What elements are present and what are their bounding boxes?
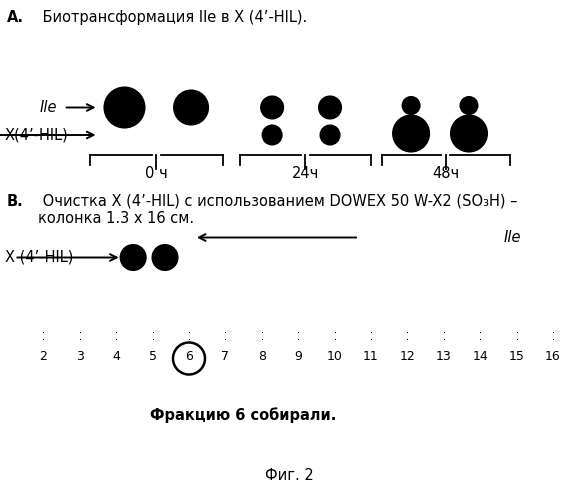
Text: Биотрансформация Ile в X (4’-HIL).: Биотрансформация Ile в X (4’-HIL). — [38, 10, 307, 25]
Ellipse shape — [263, 126, 281, 144]
Text: 3: 3 — [76, 350, 84, 363]
Text: X (4’-HIL): X (4’-HIL) — [5, 250, 73, 265]
Text: 12: 12 — [400, 350, 415, 363]
Text: 4: 4 — [112, 350, 120, 363]
Ellipse shape — [104, 88, 145, 128]
Text: 7: 7 — [221, 350, 229, 363]
Text: Фракцию 6 собирали.: Фракцию 6 собирали. — [150, 408, 336, 423]
Text: 2: 2 — [39, 350, 47, 363]
Text: 0 ч: 0 ч — [145, 166, 168, 181]
Text: Ile: Ile — [39, 100, 57, 115]
Ellipse shape — [393, 116, 429, 152]
Text: 14: 14 — [472, 350, 488, 363]
Text: 9: 9 — [294, 350, 302, 363]
Ellipse shape — [174, 90, 208, 124]
Text: 15: 15 — [508, 350, 525, 363]
Text: 10: 10 — [327, 350, 343, 363]
Text: Фиг. 2: Фиг. 2 — [265, 468, 314, 482]
Text: 6: 6 — [185, 350, 193, 363]
Text: 5: 5 — [149, 350, 156, 363]
Text: 11: 11 — [363, 350, 379, 363]
Text: X(4’-HIL): X(4’-HIL) — [5, 128, 68, 142]
Text: Ile: Ile — [504, 230, 521, 245]
Ellipse shape — [319, 96, 341, 118]
Text: 24ч: 24ч — [292, 166, 319, 181]
Ellipse shape — [321, 126, 339, 144]
Text: Очистка X (4’-HIL) с использованием DOWEX 50 W-X2 (SO₃H) –
колонка 1.3 х 16 см.: Очистка X (4’-HIL) с использованием DOWE… — [38, 194, 517, 226]
Text: А.: А. — [7, 10, 24, 25]
Text: 13: 13 — [436, 350, 452, 363]
Ellipse shape — [402, 97, 420, 114]
Text: 48ч: 48ч — [432, 166, 460, 181]
Text: 16: 16 — [545, 350, 561, 363]
Ellipse shape — [460, 97, 478, 114]
Text: 8: 8 — [258, 350, 266, 363]
Text: В.: В. — [7, 194, 24, 208]
Ellipse shape — [152, 245, 178, 270]
Ellipse shape — [120, 245, 146, 270]
Ellipse shape — [261, 96, 283, 118]
Ellipse shape — [451, 116, 487, 152]
